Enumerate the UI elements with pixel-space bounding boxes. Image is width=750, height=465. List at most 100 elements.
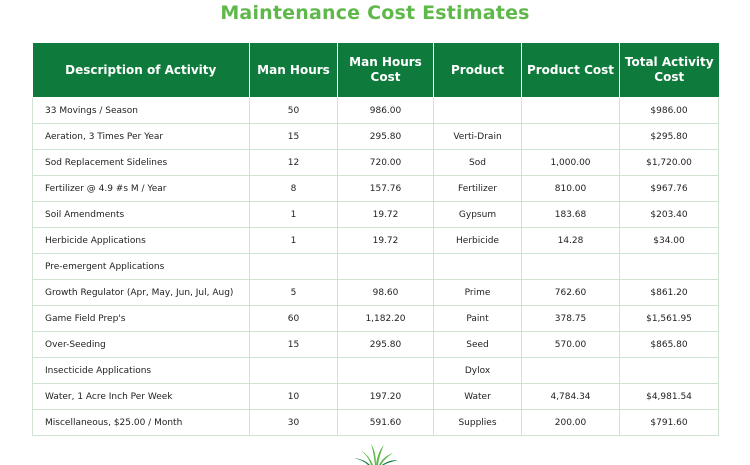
column-header-product: Product xyxy=(433,43,522,98)
grass-logo-icon xyxy=(354,444,398,465)
cell-total-activity-cost: $791.60 xyxy=(619,409,719,436)
cell-man-hours-cost: 98.60 xyxy=(337,279,434,306)
cell-product: Gypsum xyxy=(433,201,522,228)
cell-man-hours-cost: 986.00 xyxy=(337,97,434,124)
table-body: 33 Movings / Season 50 986.00 $986.00 Aerati… xyxy=(32,97,719,436)
cell-total-activity-cost xyxy=(619,357,719,384)
cell-total-activity-cost: $34.00 xyxy=(619,227,719,254)
cell-activity: Aeration, 3 Times Per Year xyxy=(32,123,250,150)
cell-product xyxy=(433,97,522,124)
cell-activity: Insecticide Applications xyxy=(32,357,250,384)
cell-man-hours: 10 xyxy=(249,383,338,410)
cell-man-hours: 1 xyxy=(249,201,338,228)
cell-total-activity-cost: $986.00 xyxy=(619,97,719,124)
cell-man-hours: 8 xyxy=(249,175,338,202)
cell-man-hours-cost: 197.20 xyxy=(337,383,434,410)
cell-total-activity-cost: $4,981.54 xyxy=(619,383,719,410)
maintenance-cost-table: Description of Activity Man Hours Man Ho… xyxy=(32,43,719,436)
cell-product: Fertilizer xyxy=(433,175,522,202)
cell-product: Herbicide xyxy=(433,227,522,254)
cell-man-hours: 60 xyxy=(249,305,338,332)
table-row: Game Field Prep's 60 1,182.20 Paint 378.75 $1… xyxy=(32,305,719,332)
cell-activity: 33 Movings / Season xyxy=(32,97,250,124)
table-row: Herbicide Applications 1 19.72 Herbicide 14.… xyxy=(32,227,719,254)
cell-activity: Pre-emergent Applications xyxy=(32,253,250,280)
cell-product: Seed xyxy=(433,331,522,358)
cell-man-hours: 12 xyxy=(249,149,338,176)
table-row: Insecticide Applications Dylox xyxy=(32,357,719,384)
column-header-man-hours-cost: Man Hours Cost xyxy=(337,43,434,98)
cell-activity: Soil Amendments xyxy=(32,201,250,228)
cell-product-cost: 4,784.34 xyxy=(521,383,620,410)
cell-man-hours-cost: 19.72 xyxy=(337,201,434,228)
cell-total-activity-cost: $967.76 xyxy=(619,175,719,202)
page-title: Maintenance Cost Estimates xyxy=(220,2,530,24)
column-header-product-cost: Product Cost xyxy=(521,43,620,98)
cell-total-activity-cost: $1,561.95 xyxy=(619,305,719,332)
cell-product-cost xyxy=(521,253,620,280)
table-row: Sod Replacement Sidelines 12 720.00 Sod 1,00… xyxy=(32,149,719,176)
cell-product-cost xyxy=(521,97,620,124)
column-header-description: Description of Activity xyxy=(32,43,250,98)
cell-product: Water xyxy=(433,383,522,410)
table-row: Fertilizer @ 4.9 #s M / Year 8 157.76 Ferti… xyxy=(32,175,719,202)
cell-product: Sod xyxy=(433,149,522,176)
cell-man-hours: 1 xyxy=(249,227,338,254)
cell-product-cost xyxy=(521,357,620,384)
cell-total-activity-cost: $865.80 xyxy=(619,331,719,358)
cell-product: Paint xyxy=(433,305,522,332)
cell-man-hours: 15 xyxy=(249,123,338,150)
cell-total-activity-cost xyxy=(619,253,719,280)
cell-man-hours-cost: 295.80 xyxy=(337,331,434,358)
cell-product-cost: 570.00 xyxy=(521,331,620,358)
cell-product: Verti-Drain xyxy=(433,123,522,150)
table-row: Aeration, 3 Times Per Year 15 295.80 Verti-… xyxy=(32,123,719,150)
cell-man-hours-cost: 157.76 xyxy=(337,175,434,202)
cell-product: Supplies xyxy=(433,409,522,436)
cell-activity: Water, 1 Acre Inch Per Week xyxy=(32,383,250,410)
cell-product: Dylox xyxy=(433,357,522,384)
cell-total-activity-cost: $1,720.00 xyxy=(619,149,719,176)
cell-total-activity-cost: $203.40 xyxy=(619,201,719,228)
cell-man-hours-cost: 720.00 xyxy=(337,149,434,176)
table-row: Water, 1 Acre Inch Per Week 10 197.20 Water… xyxy=(32,383,719,410)
cell-product-cost: 183.68 xyxy=(521,201,620,228)
cell-man-hours-cost: 295.80 xyxy=(337,123,434,150)
cell-activity: Herbicide Applications xyxy=(32,227,250,254)
cell-product: Prime xyxy=(433,279,522,306)
cell-product-cost: 810.00 xyxy=(521,175,620,202)
column-header-total-activity-cost: Total Activity Cost xyxy=(619,43,719,98)
cell-activity: Sod Replacement Sidelines xyxy=(32,149,250,176)
cell-product-cost: 378.75 xyxy=(521,305,620,332)
cell-product-cost: 14.28 xyxy=(521,227,620,254)
table-header-row: Description of Activity Man Hours Man Ho… xyxy=(32,43,719,98)
table-row: Miscellaneous, $25.00 / Month 30 591.60 Sup… xyxy=(32,409,719,436)
cell-total-activity-cost: $295.80 xyxy=(619,123,719,150)
cell-man-hours-cost: 1,182.20 xyxy=(337,305,434,332)
column-header-man-hours: Man Hours xyxy=(249,43,338,98)
cell-product-cost xyxy=(521,123,620,150)
cell-activity: Game Field Prep's xyxy=(32,305,250,332)
cell-man-hours-cost xyxy=(337,357,434,384)
table-row: Over-Seeding 15 295.80 Seed 570.00 $865.80 xyxy=(32,331,719,358)
cell-product-cost: 762.60 xyxy=(521,279,620,306)
table-row: Growth Regulator (Apr, May, Jun, Jul, Au… xyxy=(32,279,719,306)
cell-activity: Growth Regulator (Apr, May, Jun, Jul, Au… xyxy=(32,279,250,306)
cell-man-hours xyxy=(249,357,338,384)
cell-man-hours-cost: 591.60 xyxy=(337,409,434,436)
cell-man-hours: 5 xyxy=(249,279,338,306)
cell-man-hours: 30 xyxy=(249,409,338,436)
cell-activity: Over-Seeding xyxy=(32,331,250,358)
table-row: Soil Amendments 1 19.72 Gypsum 183.68 $203.40 xyxy=(32,201,719,228)
table-row: Pre-emergent Applications xyxy=(32,253,719,280)
cell-man-hours: 15 xyxy=(249,331,338,358)
cell-product xyxy=(433,253,522,280)
cell-man-hours-cost xyxy=(337,253,434,280)
cell-total-activity-cost: $861.20 xyxy=(619,279,719,306)
table-row: 33 Movings / Season 50 986.00 $986.00 xyxy=(32,97,719,124)
cell-product-cost: 200.00 xyxy=(521,409,620,436)
cell-man-hours xyxy=(249,253,338,280)
cell-activity: Fertilizer @ 4.9 #s M / Year xyxy=(32,175,250,202)
cell-man-hours-cost: 19.72 xyxy=(337,227,434,254)
cell-man-hours: 50 xyxy=(249,97,338,124)
